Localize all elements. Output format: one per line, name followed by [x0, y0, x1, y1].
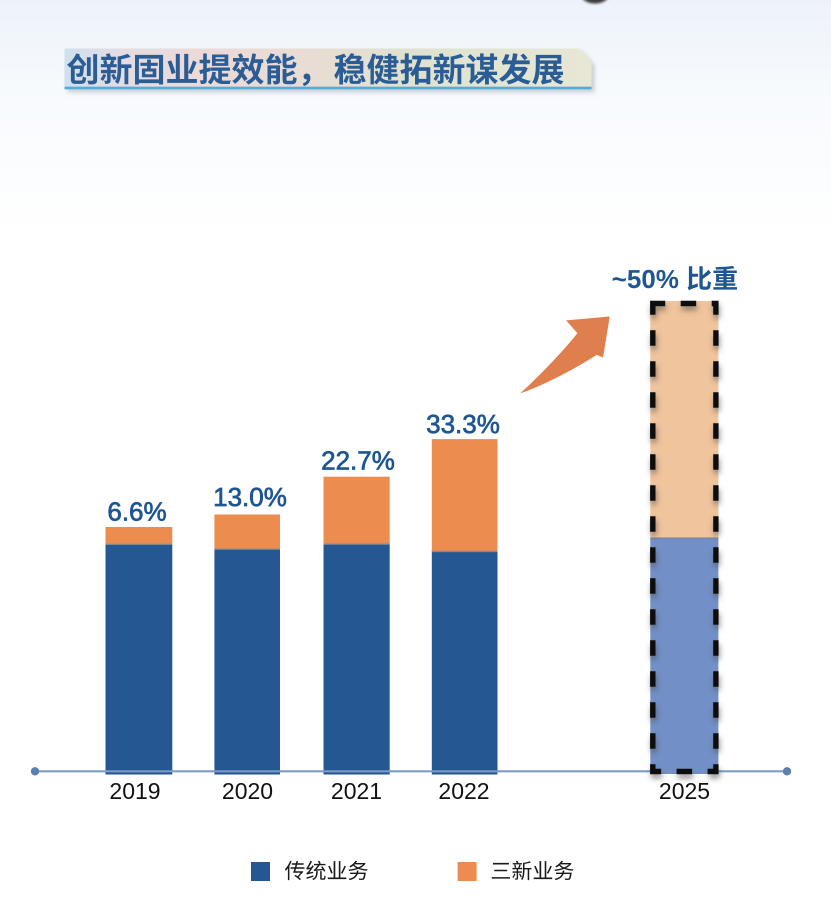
svg-text:33.3%: 33.3% [426, 409, 500, 439]
svg-text:22.7%: 22.7% [321, 446, 395, 476]
svg-text:2020: 2020 [222, 778, 273, 804]
svg-text:2025: 2025 [659, 778, 710, 804]
svg-text:2019: 2019 [109, 778, 160, 804]
svg-text:6.6%: 6.6% [107, 497, 166, 527]
svg-text:2021: 2021 [331, 778, 382, 804]
svg-text:2022: 2022 [438, 778, 489, 804]
svg-text:13.0%: 13.0% [213, 482, 287, 512]
